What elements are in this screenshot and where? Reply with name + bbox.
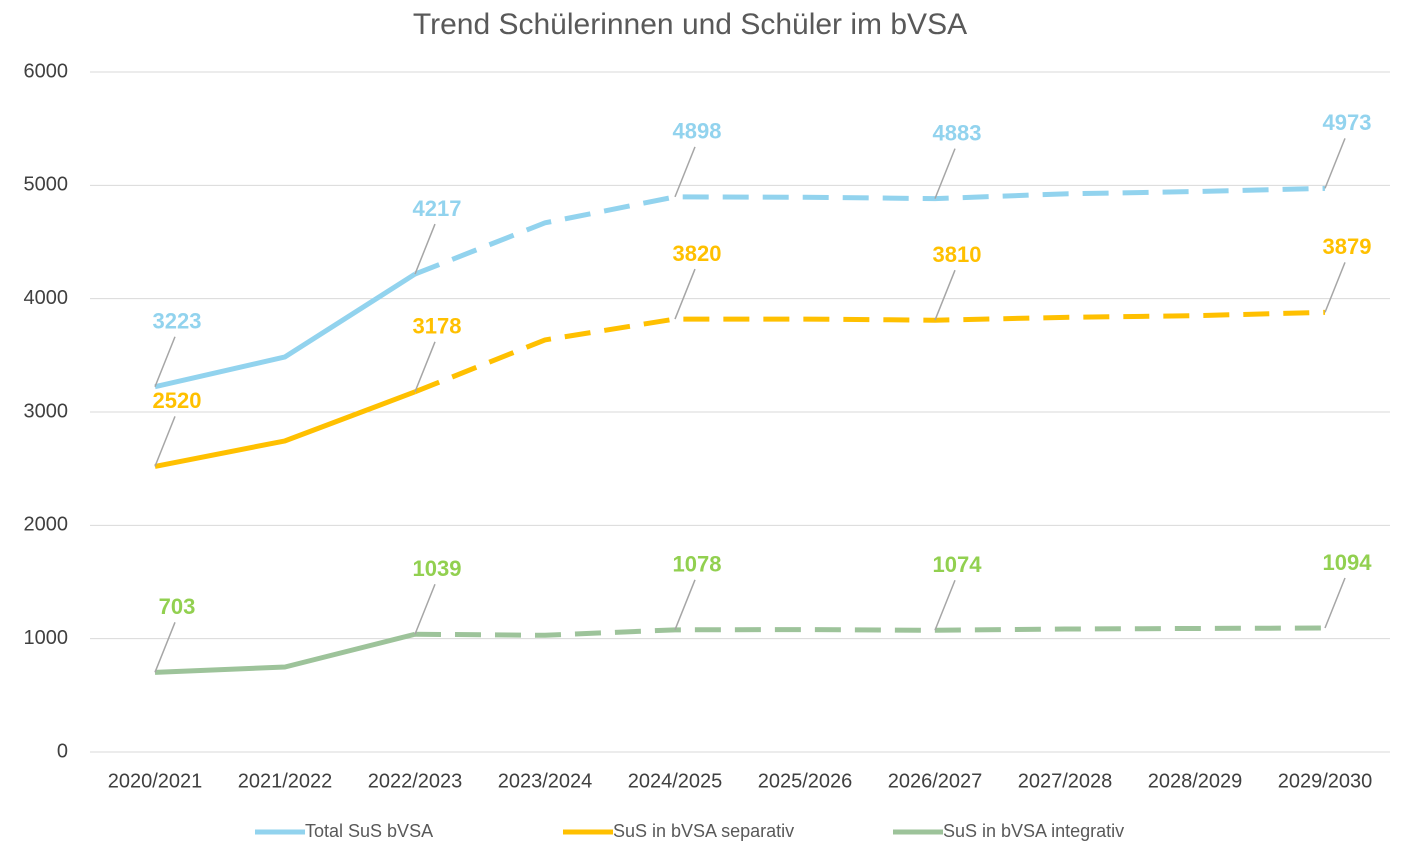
leader-line	[414, 583, 436, 635]
data-label: 1074	[933, 552, 983, 577]
leader-line	[154, 416, 176, 467]
leader-line	[934, 580, 956, 631]
x-tick-label: 2024/2025	[628, 770, 723, 792]
x-tick-label: 2028/2029	[1148, 770, 1243, 792]
series-line	[154, 389, 416, 469]
data-label: 4973	[1323, 110, 1372, 135]
chart-title: Trend Schülerinnen und Schüler im bVSA	[413, 8, 967, 41]
x-tick-label: 2023/2024	[498, 770, 593, 792]
y-tick-label: 6000	[24, 60, 69, 82]
data-label: 4898	[673, 119, 722, 144]
leader-line	[414, 341, 436, 393]
y-tick-label: 3000	[24, 400, 69, 422]
x-tick-label: 2027/2028	[1018, 770, 1113, 792]
leader-line	[934, 269, 956, 321]
y-tick-label: 0	[57, 740, 68, 762]
data-label: 2520	[153, 388, 202, 413]
series-line	[414, 185, 1326, 277]
data-label: 4217	[413, 196, 462, 221]
y-tick-label: 4000	[24, 287, 69, 309]
leader-line	[1324, 138, 1346, 189]
data-label: 1039	[413, 556, 462, 581]
legend-label: Total SuS bVSA	[305, 821, 433, 841]
x-tick-label: 2026/2027	[888, 770, 983, 792]
x-tick-label: 2021/2022	[238, 770, 333, 792]
series-line	[154, 271, 417, 390]
y-tick-label: 5000	[24, 174, 69, 196]
data-label: 3178	[413, 314, 462, 339]
y-tick-label: 1000	[24, 627, 69, 649]
x-tick-label: 2020/2021	[108, 770, 203, 792]
leader-line	[414, 223, 436, 275]
data-label: 703	[159, 594, 196, 619]
legend-label: SuS in bVSA integrativ	[943, 821, 1124, 841]
leader-line	[674, 579, 696, 631]
legend-label: SuS in bVSA separativ	[613, 821, 794, 841]
series-line	[414, 309, 1326, 395]
leader-line	[154, 336, 176, 388]
y-tick-label: 2000	[24, 514, 69, 536]
data-label: 3820	[673, 241, 722, 266]
leader-line	[1324, 577, 1346, 629]
x-tick-label: 2029/2030	[1278, 770, 1373, 792]
series-line	[414, 625, 1326, 638]
data-label: 1094	[1323, 550, 1373, 575]
data-label: 4883	[933, 120, 982, 145]
leader-line	[934, 148, 956, 199]
leader-line	[674, 268, 696, 320]
leader-line	[674, 146, 696, 198]
data-label: 3223	[153, 309, 202, 334]
x-tick-label: 2022/2023	[368, 770, 463, 792]
series-line	[154, 631, 416, 675]
leader-line	[154, 622, 176, 673]
data-label: 3879	[1323, 234, 1372, 259]
x-tick-label: 2025/2026	[758, 770, 853, 792]
data-label: 1078	[673, 552, 722, 577]
leader-line	[1324, 262, 1346, 313]
data-label: 3810	[933, 242, 982, 267]
